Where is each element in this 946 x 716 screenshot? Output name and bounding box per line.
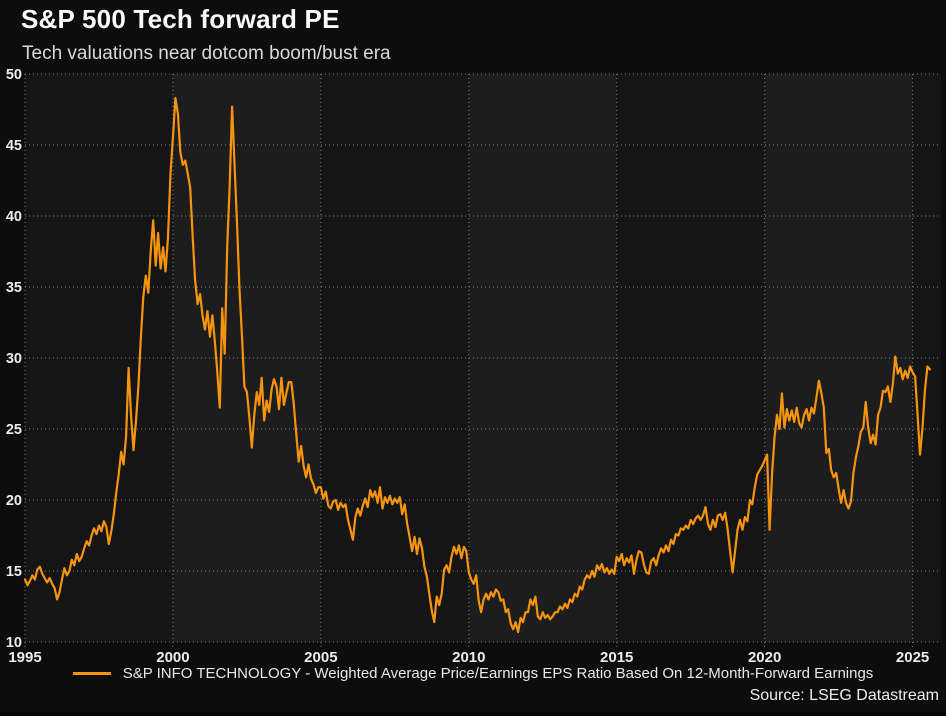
x-tick-label: 2025 — [896, 649, 929, 666]
x-tick-label: 2000 — [156, 649, 189, 666]
x-tick-label: 2015 — [600, 649, 633, 666]
x-tick-label: 2020 — [748, 649, 781, 666]
plot-band — [468, 74, 617, 642]
source-attribution: Source: LSEG Datastream — [749, 687, 939, 704]
y-tick-label: 25 — [6, 422, 22, 438]
x-tick-label: 1995 — [8, 649, 41, 666]
legend-series-label: S&P INFO TECHNOLOGY - Weighted Average P… — [122, 665, 874, 682]
plot-band — [616, 74, 765, 642]
bottom-divider — [0, 712, 946, 716]
plot-band — [912, 74, 941, 642]
plot-band — [25, 74, 173, 642]
y-tick-label: 45 — [6, 138, 22, 154]
y-tick-label: 50 — [6, 67, 22, 83]
plot-band — [172, 74, 321, 642]
plot-band — [764, 74, 913, 642]
x-tick-label: 2005 — [304, 649, 337, 666]
y-tick-label: 20 — [6, 493, 22, 509]
legend-line-swatch-icon — [72, 672, 111, 675]
y-tick-label: 15 — [6, 564, 22, 580]
legend: S&P INFO TECHNOLOGY - Weighted Average P… — [0, 665, 946, 682]
chart-subtitle: Tech valuations near dotcom boom/bust er… — [22, 43, 391, 64]
chart-title: S&P 500 Tech forward PE — [21, 4, 340, 34]
y-tick-label: 30 — [6, 351, 22, 367]
y-tick-label: 40 — [6, 209, 22, 225]
y-tick-label: 10 — [6, 635, 22, 651]
plot-band — [320, 74, 469, 642]
y-tick-label: 35 — [6, 280, 22, 296]
x-tick-label: 2010 — [452, 649, 485, 666]
pe-series-line — [23, 96, 932, 634]
